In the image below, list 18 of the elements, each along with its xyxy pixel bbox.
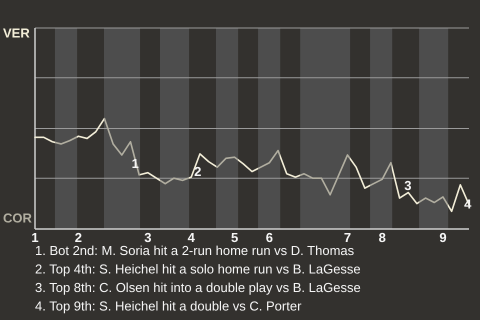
text: VER: [3, 25, 30, 40]
x-tick-label: 7: [344, 230, 352, 245]
annotation: 4: [464, 196, 472, 212]
text: 2. Top 4th: S. Heichel hit a solo home run vs B. LaGesse: [35, 262, 361, 276]
text: COR: [3, 210, 32, 226]
annotation: 3: [404, 178, 412, 194]
x-tick-label: 5: [231, 230, 238, 245]
x-tick-label: 1: [31, 230, 39, 245]
text: 3. Top 8th: C. Olsen hit into a double play vs B. LaGesse: [35, 280, 361, 295]
x-tick-label: 4: [188, 230, 196, 245]
x-tick-label: 2: [74, 230, 82, 245]
annotation: 2: [194, 164, 202, 180]
x-tick-label: 3: [144, 230, 152, 245]
x-tick-label: 8: [378, 230, 386, 245]
x-tick-label: 6: [266, 230, 273, 245]
text: 4. Top 9th: S. Heichel hit a double vs C. Porter: [35, 298, 302, 314]
text: 1. Bot 2nd: M. Soria hit a 2-run home run vs D. Thomas: [35, 243, 355, 258]
x-tick-label: 9: [439, 230, 447, 245]
